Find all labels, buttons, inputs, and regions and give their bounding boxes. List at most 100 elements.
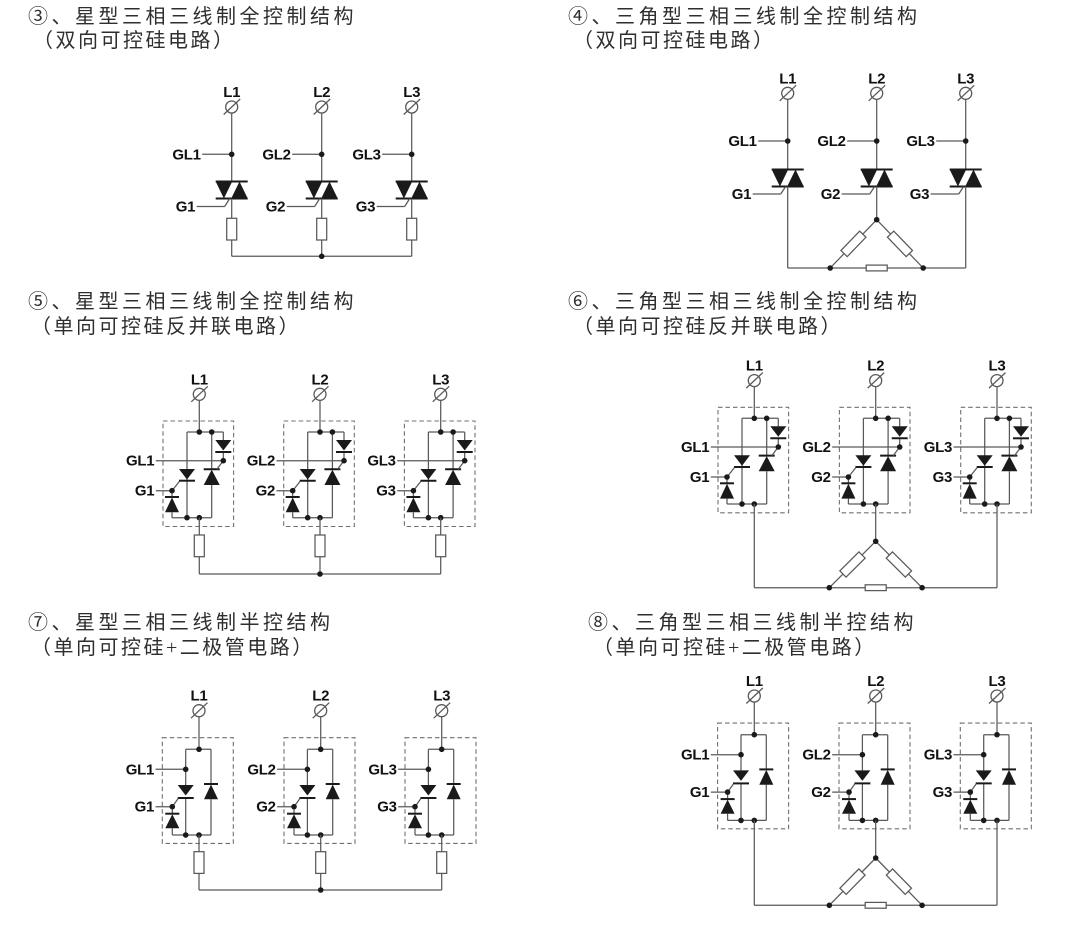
junction-dot: [425, 832, 432, 838]
phase-line-label: L1: [746, 673, 763, 690]
phase-terminal-slash-icon: [190, 702, 208, 719]
junction-dot: [738, 751, 744, 758]
gate-label: G2: [811, 469, 830, 486]
load-resistor: [315, 851, 327, 875]
scr-symbol: [445, 469, 462, 485]
load-resistor: [885, 550, 913, 579]
scr-symbol: [420, 785, 437, 796]
junction-dot: [872, 731, 879, 738]
module-outline: [162, 420, 235, 528]
panel-3-title: ③、星型三相三线制全控制结构: [28, 6, 357, 28]
diode-symbol: [841, 483, 856, 499]
load-resistor: [314, 534, 326, 558]
gate-label: G2: [821, 186, 840, 203]
circuit-panel-3: L1 GL1 G1 L2 GL2 G2 L3 GL3 G3: [172, 84, 428, 260]
trigger-label: GL1: [681, 747, 709, 764]
triac-symbol: [395, 181, 413, 199]
gate-label: G1: [690, 469, 709, 486]
phase-terminal-slash-icon: [988, 687, 1006, 704]
junction-dot: [304, 514, 311, 521]
diode-symbol: [1002, 769, 1016, 785]
scr-symbol: [854, 770, 871, 781]
phase-line-label: L3: [433, 688, 450, 705]
scr-symbol: [299, 469, 316, 480]
phase-line-label: L2: [867, 358, 884, 375]
phase-terminal-slash-icon: [403, 98, 421, 115]
junction-dot: [341, 457, 347, 464]
trigger-label: GL3: [368, 761, 396, 778]
junction-dot: [859, 751, 866, 758]
diode-symbol: [880, 769, 895, 785]
panel-4-subtitle: （双向可控硅电路）: [573, 30, 776, 52]
triac-symbol: [787, 169, 804, 187]
junction-dot: [775, 444, 782, 450]
junction-dot: [317, 571, 323, 577]
phase-terminal-slash-icon: [867, 687, 885, 704]
diode-symbol: [962, 483, 977, 499]
module-outline: [838, 722, 911, 830]
gate-wire: [224, 198, 231, 207]
phase-line-label: L1: [191, 371, 208, 388]
diode-symbol: [287, 814, 301, 829]
load-resistor: [864, 584, 887, 592]
diode-symbol: [456, 440, 473, 451]
phase-terminal-slash-icon: [745, 687, 764, 704]
junction-dot: [724, 789, 731, 795]
circuit-panel-7: L1 GL1 G1 L2 GL2 G2 L3 GL3 G3: [126, 688, 477, 893]
phase-line-label: L1: [223, 84, 240, 101]
circuit-panel-5: L1 GL1 G1 L2 GL2 G2 L3 GL3 G3: [126, 371, 476, 577]
junction-dot: [845, 474, 852, 480]
gate-wire: [314, 198, 321, 207]
phase-terminal-slash-icon: [312, 702, 330, 719]
panel-3-subtitle: （双向可控硅电路）: [33, 30, 236, 52]
phase-terminal-slash-icon: [313, 98, 331, 115]
phase-line-label: L1: [746, 358, 763, 375]
load-resistor: [865, 264, 888, 272]
gate-label: G1: [732, 186, 751, 203]
junction-dot: [425, 514, 432, 521]
scr-symbol: [179, 469, 195, 480]
gate-label: G3: [356, 199, 375, 216]
module-outline: [283, 420, 355, 528]
phase-terminal-slash-icon: [868, 84, 886, 102]
module-outline: [403, 420, 476, 528]
junction-dot: [228, 151, 235, 158]
diode-symbol: [215, 440, 232, 451]
triac-symbol: [860, 169, 878, 187]
gate-wire: [869, 186, 876, 195]
diode-symbol: [720, 799, 735, 814]
scr-symbol: [975, 770, 992, 781]
phase-line-label: L2: [312, 371, 329, 388]
junction-dot: [208, 429, 215, 435]
module-outline: [404, 737, 477, 844]
gate-label: G3: [910, 186, 929, 203]
load-resistor: [885, 868, 913, 896]
load-resistor: [435, 534, 447, 558]
junction-dot: [872, 415, 879, 422]
scr-symbol: [734, 455, 750, 466]
junction-dot: [450, 429, 456, 435]
phase-terminal-slash-icon: [223, 98, 241, 115]
phase-terminal-slash-icon: [433, 702, 451, 719]
panel-8-title: ⑧、三角型三相三线制半控结构: [588, 612, 917, 634]
triac-symbol: [321, 181, 338, 199]
trigger-label: GL1: [126, 453, 154, 470]
diode-symbol: [770, 426, 787, 437]
load-resistor: [839, 868, 866, 896]
phase-line-label: L2: [867, 673, 884, 690]
phase-line-label: L3: [989, 358, 1006, 375]
phase-terminal-slash-icon: [432, 385, 450, 403]
junction-dot: [920, 265, 926, 271]
trigger-label: GL2: [262, 146, 290, 163]
scr-symbol: [976, 455, 993, 466]
diode-symbol: [408, 814, 422, 829]
scr-symbol: [758, 456, 775, 472]
junction-dot: [220, 457, 227, 464]
junction-dot: [873, 138, 880, 144]
triac-symbol: [876, 169, 893, 187]
junction-dot: [763, 415, 770, 422]
module-outline: [717, 722, 790, 830]
junction-dot: [1018, 444, 1024, 450]
diode-symbol: [165, 497, 179, 513]
